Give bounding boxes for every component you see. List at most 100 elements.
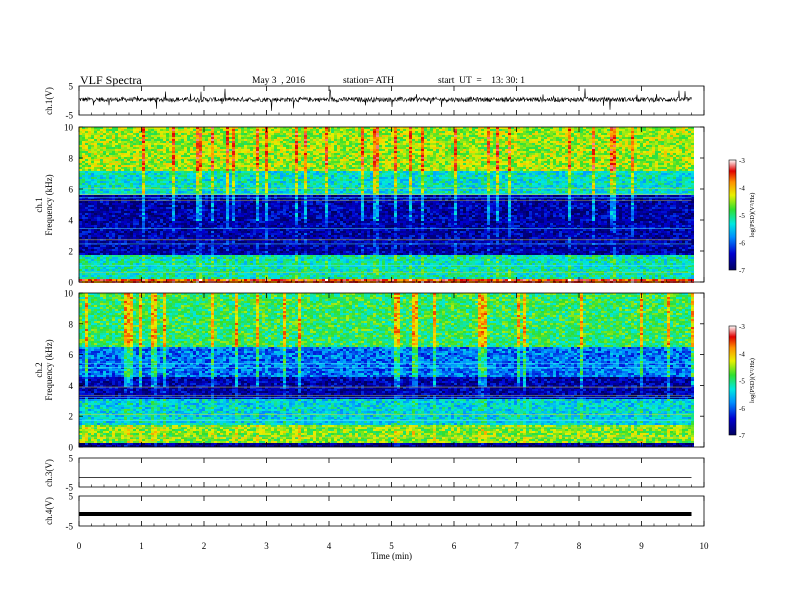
spectrogram-cell bbox=[220, 199, 223, 201]
spectrogram-cell bbox=[130, 157, 133, 159]
spectrogram-cell bbox=[85, 225, 88, 227]
spectrogram-cell bbox=[160, 253, 163, 255]
spectrogram-cell bbox=[100, 247, 103, 249]
spectrogram-cell bbox=[199, 267, 202, 269]
spectrogram-cell bbox=[139, 169, 142, 171]
spectrogram-cell bbox=[259, 181, 262, 183]
spectrogram-cell bbox=[166, 127, 169, 129]
spectrogram-cell bbox=[109, 257, 112, 259]
spectrogram-cell bbox=[112, 209, 115, 211]
spectrogram-cell bbox=[79, 277, 82, 279]
spectrogram-cell bbox=[244, 249, 247, 251]
spectrogram-cell bbox=[181, 143, 184, 145]
spectrogram-cell bbox=[244, 131, 247, 133]
spectrogram-cell bbox=[145, 263, 148, 265]
spectrogram-cell bbox=[169, 167, 172, 169]
spectrogram-cell bbox=[244, 147, 247, 149]
spectrogram-cell bbox=[214, 229, 217, 231]
spectrogram-cell bbox=[259, 229, 262, 231]
spectrogram-cell bbox=[148, 247, 151, 249]
spectrogram-cell bbox=[130, 177, 133, 179]
spectrogram-cell bbox=[148, 159, 151, 161]
spectrogram-cell bbox=[214, 271, 217, 273]
spectrogram-cell bbox=[94, 129, 97, 131]
spectrogram-cell bbox=[187, 169, 190, 171]
spectrogram-cell bbox=[82, 241, 85, 243]
spectrogram-cell bbox=[88, 167, 91, 169]
spectrogram-cell bbox=[232, 155, 235, 157]
spectrogram-cell bbox=[256, 251, 259, 253]
spectrogram-cell bbox=[145, 231, 148, 233]
spectrogram-cell bbox=[142, 149, 145, 151]
spectrogram-cell bbox=[100, 203, 103, 205]
spectrogram-cell bbox=[229, 215, 232, 217]
spectrogram-cell bbox=[151, 227, 154, 229]
spectrogram-cell bbox=[220, 201, 223, 203]
spectrogram-cell bbox=[202, 153, 205, 155]
spectrogram-cell bbox=[265, 153, 268, 155]
spectrogram-cell bbox=[121, 179, 124, 181]
spectrogram-cell bbox=[133, 207, 136, 209]
spectrogram-cell bbox=[91, 131, 94, 133]
spectrogram-cell bbox=[133, 173, 136, 175]
spectrogram-cell bbox=[217, 279, 220, 281]
spectrogram-cell bbox=[181, 161, 184, 163]
spectrogram-cell bbox=[133, 257, 136, 259]
spectrogram-cell bbox=[133, 185, 136, 187]
spectrogram-cell bbox=[196, 229, 199, 231]
spectrogram-cell bbox=[217, 183, 220, 185]
spectrogram-cell bbox=[229, 131, 232, 133]
spectrogram-cell bbox=[115, 215, 118, 217]
spectrogram-cell bbox=[145, 201, 148, 203]
spectrogram-cell bbox=[163, 161, 166, 163]
spectrogram-cell bbox=[151, 149, 154, 151]
spectrogram-cell bbox=[178, 151, 181, 153]
spectrogram-cell bbox=[232, 163, 235, 165]
spectrogram-cell bbox=[175, 227, 178, 229]
spectrogram-cell bbox=[166, 155, 169, 157]
spectrogram-cell bbox=[130, 279, 133, 281]
spectrogram-cell bbox=[109, 241, 112, 243]
spectrogram-cell bbox=[169, 273, 172, 275]
spectrogram-cell bbox=[238, 169, 241, 171]
spectrogram-cell bbox=[226, 155, 229, 157]
spectrogram-cell bbox=[190, 177, 193, 179]
spectrogram-cell bbox=[187, 235, 190, 237]
spectrogram-cell bbox=[121, 241, 124, 243]
spectrogram-cell bbox=[151, 195, 154, 197]
spectrogram-cell bbox=[265, 209, 268, 211]
spectrogram-cell bbox=[118, 251, 121, 253]
spectrogram-cell bbox=[82, 189, 85, 191]
spectrogram-cell bbox=[88, 251, 91, 253]
spectrogram-cell bbox=[112, 167, 115, 169]
spectrogram-cell bbox=[190, 259, 193, 261]
spectrogram-cell bbox=[163, 225, 166, 227]
spectrogram-cell bbox=[142, 227, 145, 229]
spectrogram-cell bbox=[202, 161, 205, 163]
spectrogram-cell bbox=[256, 163, 259, 165]
spectrogram-cell bbox=[199, 223, 202, 225]
spectrogram-cell bbox=[163, 167, 166, 169]
spectrogram-cell bbox=[178, 219, 181, 221]
spectrogram-cell bbox=[88, 259, 91, 261]
spectrogram-cell bbox=[169, 211, 172, 213]
spectrogram-cell bbox=[130, 231, 133, 233]
spectrogram-cell bbox=[205, 167, 208, 169]
spectrogram-cell bbox=[172, 205, 175, 207]
spectrogram-cell bbox=[232, 273, 235, 275]
spectrogram-cell bbox=[268, 161, 271, 163]
spectrogram-cell bbox=[187, 251, 190, 253]
spectrogram-cell bbox=[181, 267, 184, 269]
spectrogram-cell bbox=[247, 221, 250, 223]
spectrogram-cell bbox=[115, 231, 118, 233]
spectrogram-cell bbox=[211, 195, 214, 197]
spectrogram-cell bbox=[193, 183, 196, 185]
spectrogram-cell bbox=[115, 189, 118, 191]
spectrogram-cell bbox=[187, 157, 190, 159]
spectrogram-cell bbox=[121, 185, 124, 187]
spectrogram-cell bbox=[151, 131, 154, 133]
spectrogram-cell bbox=[187, 145, 190, 147]
spectrogram-cell bbox=[160, 167, 163, 169]
spectrogram-cell bbox=[214, 137, 217, 139]
spectrogram-cell bbox=[109, 249, 112, 251]
